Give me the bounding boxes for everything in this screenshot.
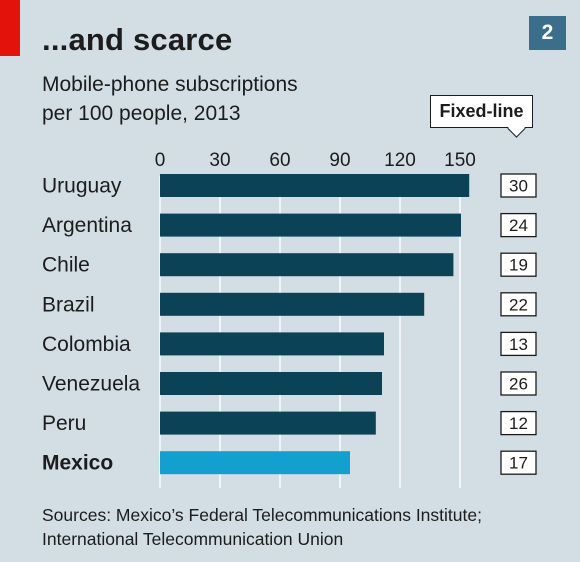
sources-note: Sources: Mexico’s Federal Telecommunicat… xyxy=(42,503,482,551)
bar xyxy=(160,411,376,435)
category-label: Peru xyxy=(42,412,86,435)
x-tick-label: 0 xyxy=(155,150,166,171)
subtitle-line-2: per 100 people, 2013 xyxy=(42,102,241,125)
fixed-line-box xyxy=(500,173,537,198)
bar xyxy=(160,451,350,475)
x-tick-label: 120 xyxy=(384,150,416,171)
fixed-line-callout: Fixed-line xyxy=(430,95,533,128)
fixed-line-value: 13 xyxy=(509,335,528,354)
fixed-line-value: 30 xyxy=(509,177,528,196)
bar xyxy=(160,292,425,316)
brand-red-tag xyxy=(0,0,20,56)
fixed-line-value: 22 xyxy=(509,295,528,314)
category-label: Argentina xyxy=(42,214,132,237)
fixed-line-value: 26 xyxy=(509,375,528,394)
fixed-line-box xyxy=(500,371,537,396)
sources-line-2: International Telecommunication Union xyxy=(42,529,344,549)
fixed-line-value: 24 xyxy=(509,216,528,235)
category-label: Venezuela xyxy=(42,373,140,396)
x-tick-label: 90 xyxy=(329,150,350,171)
fixed-line-box xyxy=(500,292,537,317)
fixed-line-value: 12 xyxy=(509,414,528,433)
category-label: Mexico xyxy=(42,452,113,475)
fixed-line-box xyxy=(500,410,537,436)
fixed-line-box xyxy=(500,331,537,357)
category-label: Brazil xyxy=(42,293,95,316)
bar xyxy=(160,213,461,237)
fixed-line-box xyxy=(500,212,537,238)
fixed-line-value: 17 xyxy=(509,454,528,473)
category-label: Uruguay xyxy=(42,175,122,198)
x-tick-label: 60 xyxy=(269,150,290,171)
fixed-line-label: Fixed-line xyxy=(439,101,524,121)
sources-line-1: Sources: Mexico’s Federal Telecommunicat… xyxy=(42,505,482,525)
bar xyxy=(160,174,470,197)
bar xyxy=(160,372,382,395)
subtitle-line-1: Mobile-phone subscriptions xyxy=(42,73,298,96)
bar xyxy=(160,332,384,356)
chart-number-badge: 2 xyxy=(529,16,566,50)
chart-subtitle: Mobile-phone subscriptions per 100 peopl… xyxy=(42,70,298,128)
fixed-line-box xyxy=(500,252,537,277)
bar xyxy=(160,253,454,277)
fixed-line-box xyxy=(500,450,537,475)
category-label: Colombia xyxy=(42,333,131,356)
category-label: Chile xyxy=(42,254,90,277)
x-tick-label: 30 xyxy=(209,150,230,171)
x-tick-label: 150 xyxy=(444,150,476,171)
chart-title: ...and scarce xyxy=(42,22,233,57)
fixed-line-value: 19 xyxy=(509,256,528,275)
